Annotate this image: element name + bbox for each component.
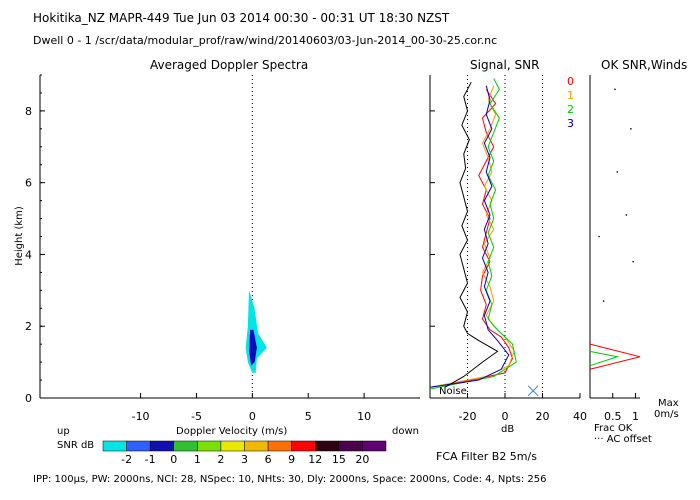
colorbar-tick-label: -1 (145, 453, 156, 466)
filter-label: FCA Filter B2 5m/s (436, 450, 537, 463)
colorbar-tick-label: 9 (288, 453, 295, 466)
frac-ok-label: Frac OK (594, 423, 633, 434)
snr-title: Signal, SNR (470, 58, 540, 72)
max-label: Max (658, 398, 679, 409)
snr-cross-marker (527, 385, 539, 397)
winds-dot (616, 171, 619, 173)
legend-dwell-2: 2 (567, 103, 574, 116)
winds-x-tick-label: 1 (632, 410, 639, 423)
header-line-1: Hokitika_NZ MAPR-449 Tue Jun 03 2014 00:… (33, 11, 450, 25)
spectra-y-tick-label: 0 (25, 392, 32, 405)
snr-series-noise (444, 81, 499, 388)
spectra-x-tick-label: -10 (132, 410, 150, 423)
colorbar-swatch (102, 440, 127, 452)
colorbar-swatch (315, 440, 340, 452)
colorbar-tick-label: 0 (170, 453, 177, 466)
spectra-y-tick-label: 6 (25, 177, 32, 190)
colorbar-swatch (267, 440, 292, 452)
winds-title: OK SNR,Winds (601, 58, 688, 72)
colorbar-tick-label: -2 (121, 453, 132, 466)
header-line-2: Dwell 0 - 1 /scr/data/modular_prof/raw/w… (33, 34, 498, 47)
snr-series-3 (429, 85, 510, 388)
colorbar-tick-label: 20 (355, 453, 369, 466)
spectra-contour-dark-blue (251, 335, 256, 361)
winds-x-tick-label: 0.5 (604, 410, 622, 423)
max-unit-label: 0m/s (654, 409, 679, 420)
legend-dwell-1: 1 (567, 89, 574, 102)
colorbar-swatch (149, 440, 175, 452)
snr-x-tick-label: 20 (536, 410, 550, 423)
legend-dwell-3: 3 (567, 117, 574, 130)
label-up: up (57, 426, 70, 437)
colorbar-swatch (338, 440, 363, 452)
ac-offset-label: ··· AC offset (594, 434, 652, 445)
colorbar-tick-label: 2 (217, 453, 224, 466)
label-down: down (392, 426, 419, 437)
colorbar-swatch (244, 440, 269, 452)
spectra-title: Averaged Doppler Spectra (150, 58, 309, 72)
spectra-x-tick-label: 5 (305, 410, 312, 423)
legend-dwell-0: 0 (567, 75, 574, 88)
colorbar-tick-label: 12 (308, 453, 322, 466)
winds-dot (602, 300, 605, 302)
colorbar-swatch (291, 440, 316, 452)
winds-series-red (589, 343, 641, 370)
spectra-y-tick-label: 4 (25, 248, 32, 261)
colorbar-swatch (197, 440, 222, 452)
winds-dot (630, 128, 632, 130)
x-axis-label: Doppler Velocity (m/s) (176, 426, 288, 437)
colorbar-tick-label: 15 (332, 453, 346, 466)
spectra-y-tick-label: 2 (25, 320, 32, 333)
spectra-y-tick-label: 8 (25, 105, 32, 118)
winds-series-green (589, 350, 620, 367)
y-axis-label: Height (km) (13, 206, 25, 266)
colorbar-tick-label: 6 (265, 453, 272, 466)
colorbar-tick-label: 1 (194, 453, 201, 466)
spectra-x-tick-label: 0 (249, 410, 256, 423)
colorbar-swatch (126, 440, 151, 452)
winds-dot (614, 88, 616, 91)
snr-x-tick-label: 0 (502, 410, 509, 423)
spectra-x-tick-label: -5 (191, 410, 202, 423)
snr-series-1 (429, 85, 515, 388)
colorbar-label: SNR dB (57, 440, 95, 451)
colorbar-swatch (220, 440, 245, 452)
colorbar-tick-label: 3 (241, 453, 248, 466)
colorbar-swatch (362, 440, 387, 452)
winds-dot (625, 214, 628, 216)
snr-series-0 (429, 89, 514, 388)
winds-dot (632, 260, 634, 263)
snr-series-2 (429, 78, 517, 390)
winds-dot (598, 235, 600, 238)
noise-label: Noise (439, 386, 467, 397)
colorbar-swatch (173, 440, 198, 452)
snr-x-tick-label: 40 (573, 410, 587, 423)
spectra-contour-cyan (245, 290, 267, 373)
spectra-x-tick-label: 10 (357, 410, 371, 423)
footer-params: IPP: 100μs, PW: 2000ns, NCI: 28, NSpec: … (33, 474, 547, 485)
db-label: dB (501, 424, 515, 435)
snr-x-tick-label: -20 (459, 410, 477, 423)
